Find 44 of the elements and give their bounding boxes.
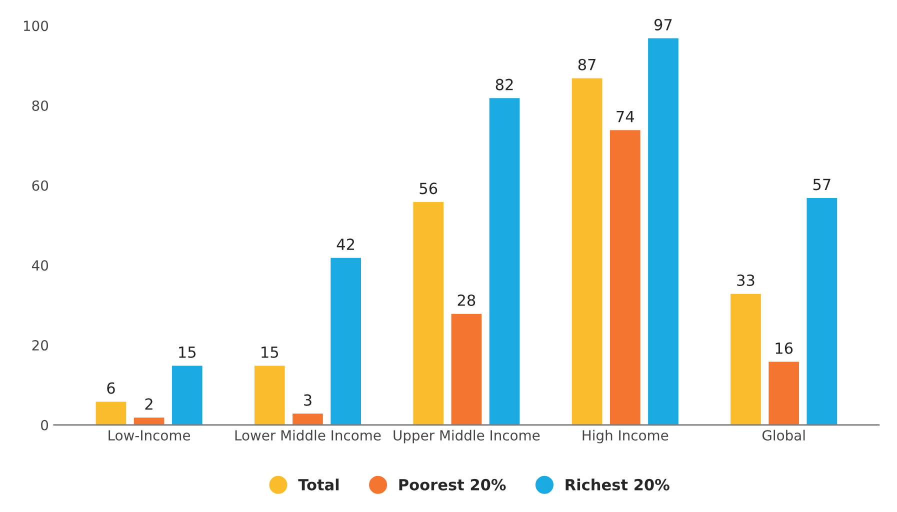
bar <box>570 76 604 425</box>
bar <box>488 96 522 425</box>
bar <box>450 312 484 425</box>
bar <box>805 196 838 425</box>
data-label: 2 <box>145 398 152 410</box>
legend-label: Total <box>298 478 339 490</box>
data-label: 42 <box>336 238 354 250</box>
data-label: 74 <box>616 110 634 122</box>
bar <box>291 412 324 425</box>
bar <box>132 416 166 425</box>
bar <box>170 364 204 425</box>
data-label: 33 <box>737 274 754 286</box>
y-tick-label: 60 <box>32 180 48 191</box>
bar <box>329 256 362 425</box>
y-tick-label: 100 <box>24 20 48 32</box>
data-label: 28 <box>458 294 476 306</box>
bar <box>253 364 286 425</box>
y-tick-label: 20 <box>32 340 48 351</box>
data-label: 6 <box>107 382 115 394</box>
bar <box>646 36 680 425</box>
x-tick-label: Low-Income <box>108 430 190 441</box>
bar <box>767 360 800 425</box>
data-label: 97 <box>654 18 672 30</box>
x-tick-label: High Income <box>582 430 668 444</box>
bar <box>412 200 445 425</box>
data-label: 87 <box>578 58 596 70</box>
data-label: 3 <box>304 394 312 406</box>
bar <box>94 400 128 425</box>
bar <box>729 292 762 425</box>
data-label: 15 <box>262 346 278 358</box>
x-tick-label: Global <box>762 430 805 441</box>
x-tick-label: Lower Middle Income <box>235 430 381 441</box>
data-label: 16 <box>776 342 793 354</box>
y-tick-label: 40 <box>32 260 48 271</box>
data-label: 57 <box>813 178 830 190</box>
data-label: 82 <box>496 78 513 90</box>
data-label: 15 <box>179 346 196 358</box>
data-label: 56 <box>420 182 438 194</box>
legend-label: Richest 20% <box>566 478 670 490</box>
x-tick-label: Upper Middle Income <box>394 430 540 444</box>
bar <box>608 128 642 425</box>
y-tick-label: 0 <box>41 420 48 430</box>
legend-label: Poorest 20% <box>399 478 506 490</box>
y-tick-label: 80 <box>32 100 48 111</box>
